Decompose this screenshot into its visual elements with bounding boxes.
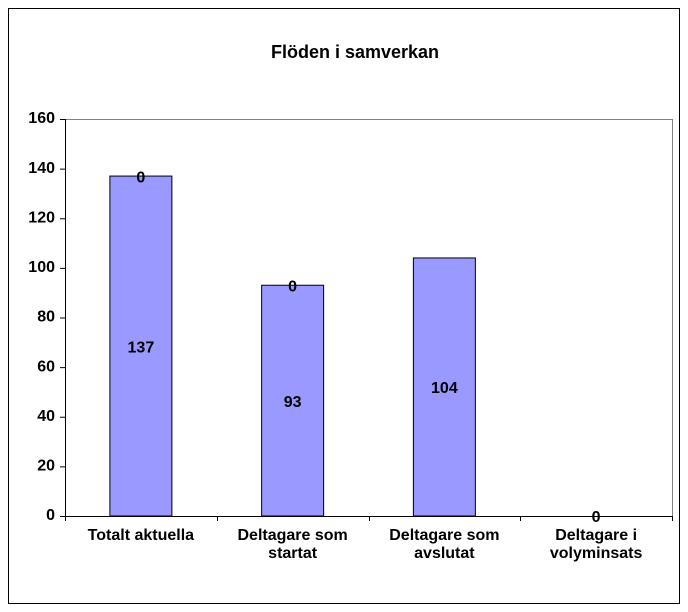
data-label: 0	[136, 169, 145, 186]
y-tick-label: 80	[37, 309, 55, 326]
y-tick-label: 140	[28, 160, 55, 177]
bar	[261, 284, 325, 517]
data-label: 93	[284, 394, 302, 411]
x-tick-label: Deltagare i volyminsats	[550, 527, 643, 562]
y-tick-label: 60	[37, 358, 55, 375]
data-label: 104	[431, 380, 458, 397]
bar	[412, 257, 476, 517]
bar	[109, 175, 173, 517]
data-label: 0	[592, 509, 601, 526]
chart-title: Flöden i samverkan	[271, 42, 439, 62]
y-tick-label: 40	[37, 408, 55, 425]
x-tick-label: Deltagare som avslutat	[389, 527, 499, 562]
y-tick-label: 160	[28, 110, 55, 127]
y-tick-label: 20	[37, 458, 55, 475]
x-tick-label: Deltagare som startat	[237, 527, 347, 562]
x-tick-label: Totalt aktuella	[88, 527, 194, 544]
data-label: 137	[128, 339, 155, 356]
data-label: 0	[288, 278, 297, 295]
y-tick-label: 0	[46, 507, 55, 524]
y-tick-label: 120	[28, 209, 55, 226]
y-tick-label: 100	[28, 259, 55, 276]
